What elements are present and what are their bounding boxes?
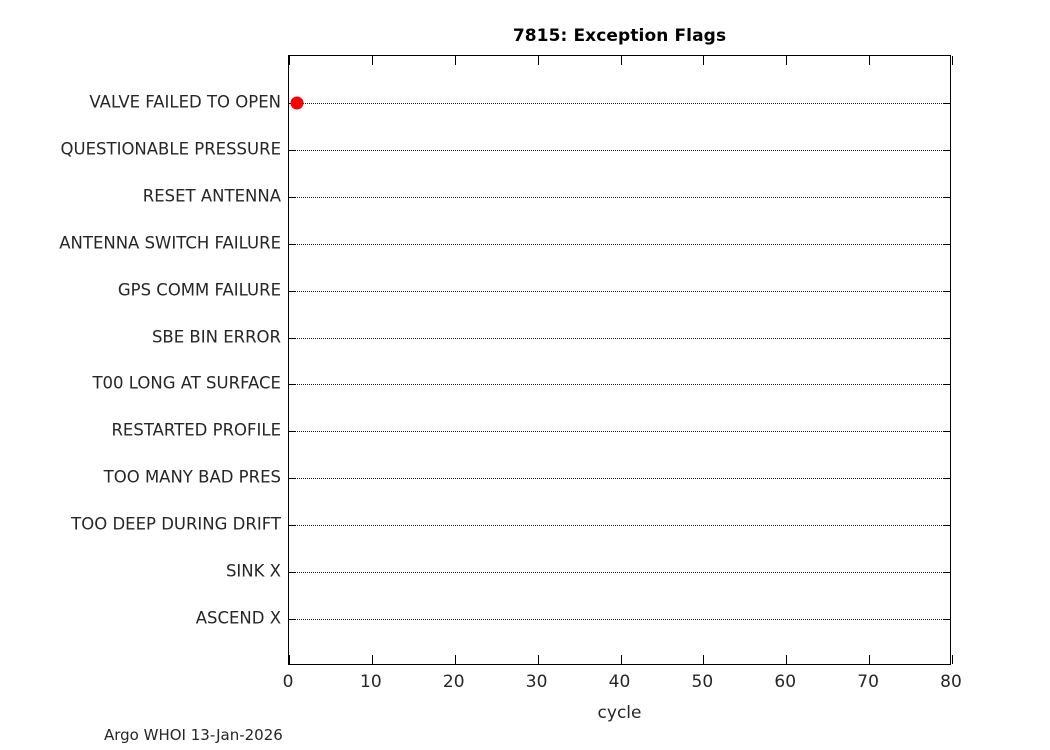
y-axis-category-label: GPS COMM FAILURE [117,280,281,300]
x-axis-tick-label: 40 [608,672,631,692]
x-axis-tick [703,56,705,65]
x-axis-tick [620,655,622,664]
x-axis-tick-label: 60 [774,672,797,692]
plot-area [288,55,953,665]
x-axis-tick-label: 10 [360,672,382,692]
x-axis-tick [289,56,290,65]
x-axis-tick [786,56,788,65]
x-axis-tick [537,655,539,664]
x-axis-tick [454,655,456,664]
y-axis-category-label: TOO MANY BAD PRES [103,467,281,487]
y-axis-tick [289,337,296,339]
x-axis-tick [454,56,456,65]
x-axis-tick-label: 80 [940,672,962,692]
y-axis-category-label: T00 LONG AT SURFACE [92,373,281,393]
y-axis-tick [289,478,296,480]
x-axis-tick-label: 30 [525,672,548,692]
y-axis-tick [943,619,950,621]
grid-row [289,102,950,104]
grid-row [289,525,950,527]
x-axis-tick [620,56,622,65]
y-axis-tick [289,149,296,151]
chart-title: 7815: Exception Flags [512,26,727,46]
grid-row [289,337,950,339]
x-axis-title: cycle [597,703,642,723]
x-axis-tick-label: 70 [857,672,879,692]
y-axis-tick [943,572,950,574]
x-axis-tick [952,655,953,664]
y-axis-tick [289,431,296,433]
x-axis-tick [289,655,290,664]
y-axis-category-label: VALVE FAILED TO OPEN [89,92,281,112]
y-axis-tick [943,525,950,527]
x-axis-tick [703,655,705,664]
data-point-marker [290,96,304,110]
y-axis-category-label: RESET ANTENNA [142,186,281,206]
grid-row [289,431,950,433]
y-axis-tick [943,243,950,245]
y-axis-tick [943,337,950,339]
y-axis-category-label: ASCEND X [195,608,281,628]
y-axis-tick [943,290,950,292]
y-axis-category-label: TOO DEEP DURING DRIFT [71,514,281,534]
x-axis-tick-label: 20 [442,672,465,692]
grid-row [289,196,950,198]
y-axis-category-label: ANTENNA SWITCH FAILURE [59,233,281,253]
grid-row [289,572,950,574]
y-axis-tick [943,431,950,433]
x-axis-tick-label: 50 [691,672,714,692]
grid-row [289,478,950,480]
x-axis-tick-label: 0 [282,672,294,692]
grid-row [289,243,950,245]
footer-note: Argo WHOI 13-Jan-2026 [104,726,283,744]
grid-row [289,384,950,386]
y-axis-tick [289,384,296,386]
y-axis-category-label: SBE BIN ERROR [151,327,281,347]
x-axis-tick [371,655,373,664]
y-axis-tick [943,102,950,104]
y-axis-category-label: RESTARTED PROFILE [111,420,281,440]
y-axis-tick [289,525,296,527]
y-axis-tick [943,478,950,480]
grid-row [289,149,950,151]
plot-inner [289,56,953,664]
x-axis-tick [869,56,871,65]
y-axis-category-label: SINK X [225,561,281,581]
y-axis-category-label: QUESTIONABLE PRESSURE [60,139,281,159]
x-axis-tick [952,56,953,65]
x-axis-tick [869,655,871,664]
grid-row [289,290,950,292]
x-axis-tick [537,56,539,65]
grid-row [289,619,950,621]
y-axis-tick [943,384,950,386]
y-axis-tick [943,196,950,198]
x-axis-tick [371,56,373,65]
y-axis-tick [289,290,296,292]
y-axis-tick [289,196,296,198]
y-axis-tick [289,243,296,245]
y-axis-tick [289,572,296,574]
x-axis-tick [786,655,788,664]
y-axis-tick [943,149,950,151]
y-axis-tick [289,619,296,621]
